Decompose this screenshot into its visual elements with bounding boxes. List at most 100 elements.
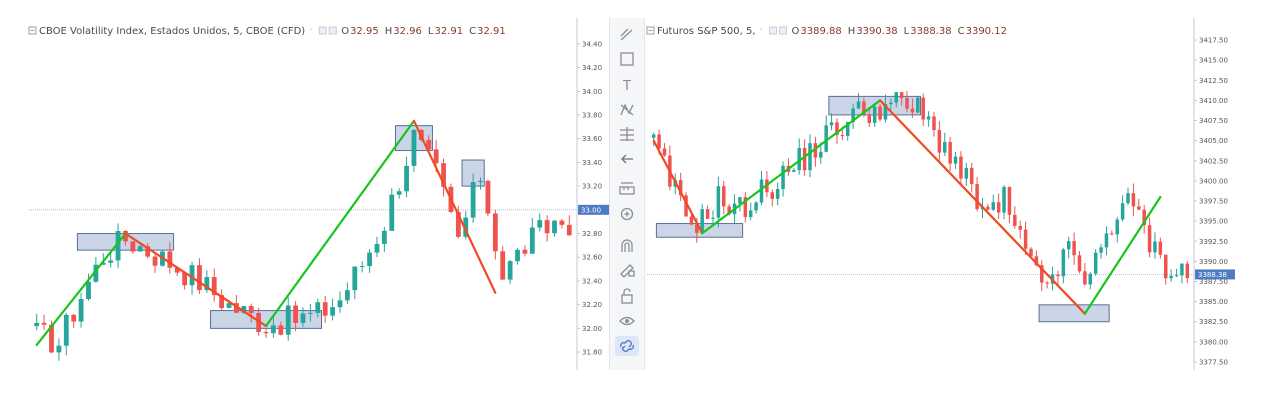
ohlc-key: L — [428, 26, 434, 37]
candle-body — [78, 299, 84, 322]
ohlc-key: C — [469, 26, 476, 37]
y-tick-label: 3390.00 — [1199, 258, 1228, 266]
candle-body — [515, 249, 520, 262]
y-tick-label: 32.60 — [582, 254, 602, 262]
candle-body — [759, 179, 764, 203]
candle-body — [943, 142, 947, 153]
candle-body — [300, 313, 306, 323]
zoom-icon[interactable] — [620, 207, 634, 221]
y-tick-label: 3400.00 — [1199, 177, 1228, 185]
support-resistance-zone[interactable] — [1038, 304, 1110, 323]
candle-body — [969, 167, 974, 185]
candle-body — [1120, 203, 1125, 220]
hide-square-icon[interactable] — [779, 26, 787, 35]
candle-body — [1147, 225, 1152, 253]
zigzag-line[interactable] — [878, 99, 1086, 315]
fib-icon[interactable] — [620, 127, 634, 141]
collapse-icon[interactable] — [646, 26, 655, 35]
rectangle-icon[interactable] — [620, 52, 634, 66]
candle-body — [1034, 256, 1039, 266]
current-price-tag — [578, 204, 609, 215]
collapse-icon[interactable] — [28, 26, 37, 35]
y-tick-label: 33.40 — [582, 159, 602, 167]
ohlc-value: 32.95 — [350, 26, 379, 37]
trendline-icon[interactable] — [620, 28, 633, 41]
candle-body — [293, 305, 299, 323]
candle-body — [337, 300, 343, 308]
link-icon[interactable] — [615, 336, 639, 356]
candle-body — [684, 195, 688, 217]
candle-body — [1115, 219, 1119, 235]
candle-body — [813, 143, 818, 158]
candle-body — [910, 108, 915, 113]
candle-body — [948, 142, 952, 164]
candle-body — [219, 295, 225, 308]
y-tick-label: 3380.00 — [1199, 338, 1228, 346]
zigzag-line[interactable] — [701, 99, 882, 235]
es-chart-panel[interactable]: 3417.50 3415.00 3412.50 3410.00 3407.50 3405.… — [645, 18, 1235, 370]
candle-body — [889, 102, 893, 105]
candle-body — [959, 156, 963, 179]
vix-chart-panel[interactable]: 34.40 34.20 34.00 33.80 33.60 33.40 33.20 33.00… — [27, 18, 609, 370]
back-arrow-icon[interactable] — [621, 154, 633, 164]
candle-body — [819, 151, 823, 158]
more-icon[interactable]: · — [760, 25, 763, 36]
candle-body — [49, 324, 54, 353]
more-icon[interactable]: · — [309, 25, 312, 36]
candle-body — [1163, 254, 1168, 279]
candle-body — [441, 163, 446, 187]
zigzag-line[interactable] — [35, 232, 127, 347]
candle-body — [315, 302, 321, 313]
candle-body — [1126, 193, 1130, 204]
text-icon[interactable]: T — [622, 79, 631, 94]
candle-body — [211, 277, 217, 296]
vix-chart[interactable]: 34.40 34.20 34.00 33.80 33.60 33.40 33.20 33.00… — [27, 18, 609, 370]
candle-body — [63, 314, 69, 346]
zigzag-line[interactable] — [264, 119, 416, 328]
candle-body — [851, 108, 855, 122]
lock-drawing-icon[interactable] — [620, 264, 635, 278]
lock-icon[interactable] — [621, 288, 633, 304]
candle-body — [41, 322, 47, 325]
candle-body — [1072, 241, 1076, 256]
y-tick-label: 3402.50 — [1199, 157, 1228, 165]
candle-body — [738, 197, 742, 204]
zigzag-line[interactable] — [412, 119, 497, 294]
candle-body — [1007, 186, 1012, 215]
y-tick-label: 33.60 — [582, 135, 602, 143]
candle-body — [748, 210, 753, 217]
candle-body — [829, 122, 834, 126]
candle-body — [108, 260, 114, 263]
candle-body — [411, 129, 417, 166]
candle-body — [137, 246, 143, 252]
candle-body — [56, 345, 62, 353]
candle-body — [263, 331, 269, 334]
candle-body — [367, 252, 372, 267]
candle-body — [1185, 263, 1190, 279]
es-chart[interactable]: 3417.50 3415.00 3412.50 3410.00 3407.50 3405.… — [645, 18, 1235, 370]
settings-square-icon[interactable] — [318, 26, 327, 35]
y-tick-label: 3382.50 — [1199, 318, 1228, 326]
zigzag-line[interactable] — [652, 139, 704, 235]
candle-body — [197, 265, 202, 291]
candle-body — [433, 149, 439, 164]
settings-square-icon[interactable] — [769, 26, 777, 35]
candle-body — [867, 114, 872, 123]
candle-body — [344, 290, 350, 301]
candle-body — [1002, 186, 1006, 213]
candle-body — [307, 312, 313, 314]
hide-square-icon[interactable] — [328, 26, 337, 35]
measure-icon[interactable] — [619, 182, 635, 195]
candle-body — [492, 213, 498, 252]
magnet-icon[interactable] — [621, 239, 633, 252]
pattern-icon[interactable] — [620, 103, 634, 116]
candle-body — [991, 202, 996, 210]
zigzag-line[interactable] — [124, 232, 268, 328]
eye-icon[interactable] — [619, 316, 635, 326]
zigzag-line[interactable] — [1083, 195, 1162, 315]
svg-text:T: T — [622, 79, 631, 94]
candle-body — [1066, 241, 1071, 250]
candle-body — [130, 241, 136, 252]
candle-body — [389, 194, 395, 231]
candle-body — [894, 92, 898, 103]
